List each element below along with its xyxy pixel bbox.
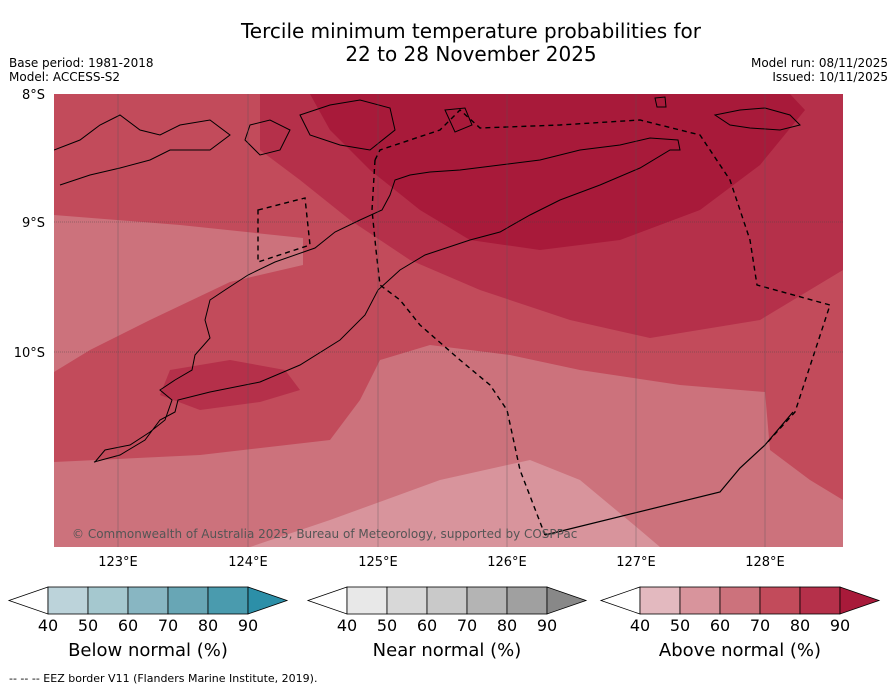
near-normal-title: Near normal (%): [372, 640, 522, 661]
above-normal-tick-label: 90: [830, 616, 850, 635]
eez-borders: [257, 109, 831, 536]
below-normal-segment: [47, 586, 89, 615]
metadata-right: Model run: 08/11/2025 Issued: 10/11/2025: [751, 56, 888, 84]
near-normal-tick-label: 50: [377, 616, 397, 635]
title-line-2: 22 to 28 November 2025: [345, 42, 597, 66]
alor-coastline: [244, 119, 291, 156]
base-period: Base period: 1981-2018: [9, 56, 154, 70]
coastlines: [54, 96, 801, 463]
lon-label-123: 123°E: [98, 555, 138, 570]
above-normal-tick-label: 40: [630, 616, 650, 635]
colorbars: 40 50 60 70 80 90 40 50 60 70 80 90 40 50 60 70 80 90: [7, 586, 881, 635]
below-normal-segment: [167, 586, 209, 615]
above-normal-under-triangle: [599, 586, 641, 615]
near-normal-tick-label: 80: [497, 616, 517, 635]
below-normal-segment: [127, 586, 169, 615]
lon-label-125: 125°E: [358, 555, 398, 570]
eez-south: [371, 159, 546, 536]
near-normal-colorbar: 40 50 60 70 80 90: [306, 586, 588, 635]
border-solid: [544, 411, 794, 536]
near-normal-over-triangle: [546, 586, 588, 615]
lon-label-124: 124°E: [228, 555, 268, 570]
lat-label-8s: 8°S: [22, 88, 45, 103]
issued-date: Issued: 10/11/2025: [772, 70, 888, 84]
above-normal-colorbar: 40 50 60 70 80 90: [599, 586, 881, 635]
region-80-west: [160, 360, 300, 410]
title-line-1: Tercile minimum temperature probabilitie…: [240, 19, 702, 43]
above-normal-segment: [799, 586, 841, 615]
timor-coastline: [93, 137, 681, 463]
lon-label-126: 126°E: [487, 555, 527, 570]
lon-label-128: 128°E: [745, 555, 785, 570]
below-normal-tick-label: 80: [198, 616, 218, 635]
region-60-south: [54, 345, 843, 547]
above-normal-tick-label: 80: [790, 616, 810, 635]
above-normal-segment: [639, 586, 681, 615]
near-normal-tick-label: 60: [417, 616, 437, 635]
model-run: Model run: 08/11/2025: [750, 56, 888, 70]
below-normal-segment: [87, 586, 129, 615]
babar-coastline: [713, 107, 801, 131]
lat-label-9s: 9°S: [22, 216, 45, 231]
below-normal-tick-label: 90: [238, 616, 258, 635]
lon-label-127: 127°E: [616, 555, 656, 570]
below-normal-colorbar: 40 50 60 70 80 90: [7, 586, 289, 635]
above-normal-segment: [719, 586, 761, 615]
probability-field: © Commonwealth of Australia 2025, Bureau…: [54, 94, 843, 547]
below-normal-tick-label: 50: [78, 616, 98, 635]
metadata-left: Base period: 1981-2018 Model: ACCESS-S2: [9, 56, 154, 84]
above-normal-tick-label: 60: [710, 616, 730, 635]
above-normal-segment: [759, 586, 801, 615]
region-60-west: [54, 215, 303, 372]
below-normal-tick-label: 40: [38, 616, 58, 635]
above-normal-title: Above normal (%): [658, 640, 822, 661]
flores-coastline: [54, 114, 231, 186]
near-normal-segment: [346, 586, 388, 615]
above-normal-tick-label: 70: [750, 616, 770, 635]
below-normal-under-triangle: [7, 586, 49, 615]
near-normal-tick-label: 40: [337, 616, 357, 635]
model-name: Model: ACCESS-S2: [9, 70, 121, 84]
eez-footer: -- -- -- EEZ border V11 (Flanders Marine…: [9, 672, 318, 685]
map-title: Tercile minimum temperature probabilitie…: [0, 20, 896, 66]
above-normal-over-triangle: [839, 586, 881, 615]
near-normal-under-triangle: [306, 586, 348, 615]
above-normal-tick-label: 50: [670, 616, 690, 635]
near-normal-tick-label: 90: [537, 616, 557, 635]
below-normal-segment: [207, 586, 249, 615]
near-normal-segment: [426, 586, 468, 615]
meridians: [117, 94, 766, 547]
copyright-text: © Commonwealth of Australia 2025, Bureau…: [72, 527, 577, 541]
wetar-coastline: [299, 99, 396, 151]
islet-coastline: [654, 96, 667, 108]
small-island-coastline: [444, 107, 473, 133]
below-normal-title: Below normal (%): [68, 640, 228, 661]
below-normal-tick-label: 70: [158, 616, 178, 635]
near-normal-segment: [386, 586, 428, 615]
lat-label-10s: 10°S: [14, 346, 45, 361]
below-normal-over-triangle: [247, 586, 289, 615]
below-normal-tick-label: 60: [118, 616, 138, 635]
gridlines: [54, 221, 843, 353]
region-50-south: [250, 460, 660, 547]
near-normal-segment: [506, 586, 548, 615]
above-normal-segment: [679, 586, 721, 615]
near-normal-tick-label: 70: [457, 616, 477, 635]
region-90: [310, 94, 805, 250]
near-normal-segment: [466, 586, 508, 615]
eez-north-east: [374, 109, 831, 446]
